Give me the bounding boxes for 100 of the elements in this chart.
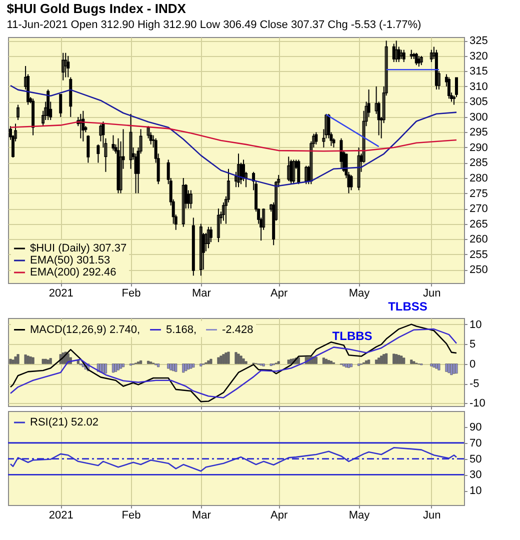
- bar: [322, 358, 325, 364]
- x-tick-label: Apr: [270, 288, 288, 300]
- bar: [327, 360, 330, 364]
- candlestick: [410, 49, 413, 60]
- y-tick-label: 30: [470, 469, 482, 482]
- bar: [350, 364, 353, 368]
- x-tick-label: Feb: [122, 510, 141, 522]
- candlestick: [394, 40, 398, 63]
- bar: [347, 364, 350, 368]
- bar: [435, 364, 438, 369]
- y-tick-label: 5: [470, 338, 476, 351]
- x-tick-label: Jun: [423, 288, 441, 300]
- x-tick-label: Mar: [192, 288, 212, 300]
- bar: [24, 354, 27, 364]
- candlestick: [314, 132, 318, 145]
- bar: [14, 356, 17, 364]
- bar: [378, 358, 380, 364]
- bar: [16, 354, 20, 364]
- candlestick: [112, 134, 115, 152]
- bar: [412, 361, 416, 364]
- bar: [400, 356, 403, 364]
- bar: [187, 364, 190, 370]
- y-tick-label: 90: [470, 421, 482, 434]
- candlestick: [297, 159, 300, 185]
- candlestick: [199, 223, 202, 276]
- candlestick: [357, 146, 360, 191]
- y-tick-label: 290: [470, 142, 488, 154]
- chart-title: $HUI Gold Bugs Index - INDX: [6, 1, 186, 16]
- bar: [240, 356, 242, 364]
- bar: [122, 364, 125, 368]
- candlestick: [59, 94, 62, 118]
- legend-label: $HUI (Daily) 307.37: [30, 242, 127, 254]
- y-tick-label: 280: [470, 172, 488, 185]
- bar: [192, 364, 195, 368]
- candlestick: [447, 76, 450, 100]
- y-tick-label: -5: [470, 378, 480, 390]
- candlestick: [414, 52, 418, 66]
- y-tick-label: 320: [470, 50, 488, 62]
- bar: [9, 358, 12, 364]
- bar: [207, 360, 210, 364]
- bar: [342, 364, 345, 366]
- bar: [112, 364, 114, 373]
- bar: [375, 360, 378, 364]
- bar: [102, 364, 104, 373]
- bar: [200, 364, 202, 366]
- y-tick-label: 325: [470, 35, 488, 48]
- bar: [147, 360, 150, 364]
- bar: [430, 364, 433, 366]
- bar: [314, 356, 318, 364]
- bar: [42, 358, 44, 364]
- bar: [242, 358, 245, 364]
- bar: [12, 360, 14, 364]
- candlestick: [420, 55, 423, 66]
- bar: [380, 356, 383, 364]
- bar: [116, 364, 120, 370]
- y-tick-label: 250: [470, 264, 488, 276]
- candlestick: [292, 159, 296, 185]
- annotation: TLBBS: [332, 328, 372, 343]
- candlestick: [417, 55, 420, 68]
- bar: [244, 361, 248, 364]
- bar: [450, 364, 453, 375]
- bar: [190, 364, 192, 369]
- text: MACD(12,26,9) 2.740,: [30, 324, 140, 336]
- x-tick-label: Apr: [270, 510, 288, 522]
- bar: [344, 364, 348, 368]
- bar: [182, 364, 185, 373]
- candlestick: [189, 190, 192, 210]
- y-tick-label: 305: [470, 96, 488, 108]
- candlestick: [430, 49, 433, 63]
- bar: [172, 364, 175, 372]
- bar: [49, 358, 52, 364]
- bar: [217, 357, 220, 364]
- y-tick-label: 265: [470, 218, 488, 230]
- bar: [262, 364, 265, 366]
- bar: [438, 364, 440, 370]
- x-tick-label: May: [348, 510, 370, 522]
- bar: [227, 352, 230, 364]
- bar: [324, 358, 328, 364]
- bar: [297, 357, 300, 364]
- bar: [452, 364, 456, 374]
- line-series: [10, 84, 458, 187]
- bar: [365, 360, 368, 364]
- y-tick-label: 315: [470, 66, 488, 78]
- y-tick-label: -10: [470, 398, 486, 410]
- bar: [432, 364, 436, 368]
- bar: [234, 352, 238, 364]
- y-tick-label: 270: [470, 203, 488, 216]
- bar: [184, 364, 188, 372]
- candlestick: [402, 49, 406, 63]
- y-tick-label: 285: [470, 157, 488, 170]
- legend-label: 5.168,: [166, 324, 197, 336]
- y-tick-label: 295: [470, 126, 488, 139]
- bar: [32, 357, 34, 364]
- bar: [210, 358, 212, 364]
- annotation: TLBSS: [388, 299, 428, 314]
- x-tick-label: Mar: [192, 510, 212, 522]
- y-tick-label: 255: [470, 248, 488, 261]
- candlestick: [66, 55, 70, 78]
- y-tick-label: 10: [470, 485, 482, 498]
- bar: [455, 364, 458, 374]
